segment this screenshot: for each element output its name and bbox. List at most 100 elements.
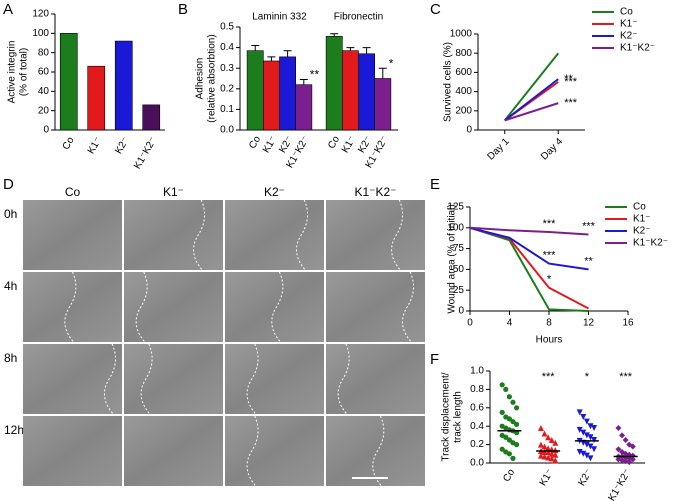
y-tick-label: 1000: [450, 29, 473, 40]
x-tick-label: K1⁻K2⁻: [132, 135, 159, 171]
wound-edge: [402, 271, 414, 343]
point: [548, 455, 555, 462]
micrograph: [326, 272, 425, 342]
micrograph: [326, 416, 425, 486]
legend-label: K1⁻K2⁻: [620, 43, 655, 54]
significance: ***: [564, 76, 578, 88]
point: [537, 452, 544, 459]
point: [583, 418, 590, 425]
significance: **: [564, 73, 573, 85]
series-line: [469, 226, 589, 236]
point: [545, 434, 552, 441]
wound-edge: [296, 199, 309, 271]
micrograph: [23, 272, 122, 342]
bar: [358, 53, 375, 131]
micrograph: [124, 416, 223, 486]
point: [615, 446, 622, 453]
point: [576, 448, 583, 455]
y-tick-label: 75: [453, 243, 465, 254]
point: [537, 425, 544, 432]
x-tick-label: Day 1: [485, 136, 512, 163]
point: [545, 448, 552, 455]
micrograph: [225, 344, 324, 414]
wound-edge: [372, 415, 385, 487]
y-tick-label: 80: [38, 47, 50, 58]
group-title: Fibronectin: [334, 12, 383, 23]
point: [513, 442, 520, 448]
significance: ***: [543, 218, 557, 230]
point: [545, 445, 552, 452]
x-tick-label: K1⁻: [86, 135, 104, 156]
point: [510, 455, 516, 461]
point: [499, 409, 505, 415]
point: [622, 437, 629, 443]
bar: [59, 33, 78, 131]
y-tick-label: 0.6: [470, 402, 484, 413]
point: [506, 437, 512, 443]
point: [503, 434, 509, 440]
y-tick-label: 0.4: [220, 42, 234, 53]
y-tick-label: 400: [455, 86, 472, 97]
micrograph: [23, 344, 122, 414]
point: [591, 425, 598, 432]
micrograph: [124, 200, 223, 270]
x-tick-label: 8: [546, 318, 552, 329]
y-tick-label: 200: [455, 105, 472, 116]
point: [513, 405, 520, 411]
point: [629, 456, 636, 463]
y-tick-label: 0.2: [220, 83, 234, 94]
significance: ***: [619, 371, 633, 383]
y-tick-label: 1.0: [470, 366, 484, 377]
significance: *: [389, 56, 394, 70]
legend-label: Co: [620, 7, 633, 18]
row-label: 4h: [4, 279, 17, 293]
significance: **: [310, 68, 320, 82]
y-tick-label: 125: [447, 202, 464, 213]
point: [537, 441, 544, 448]
point: [541, 453, 548, 460]
y-tick-label: 0.4: [470, 421, 484, 432]
significance: *: [547, 274, 552, 286]
point: [510, 399, 516, 405]
series-line: [504, 78, 559, 122]
series-line: [503, 52, 560, 122]
bar: [142, 104, 161, 131]
y-tick-label: 0.1: [220, 104, 234, 115]
point: [583, 452, 590, 459]
significance: ***: [564, 97, 578, 109]
point: [591, 437, 598, 443]
wound-edge: [246, 415, 259, 487]
bar: [342, 50, 359, 131]
micrograph: [23, 416, 122, 486]
point: [545, 454, 552, 461]
y-axis-label: Survived cells (%): [443, 42, 454, 122]
wound-edge: [193, 199, 206, 271]
bar: [325, 35, 343, 131]
legend-label: K1⁻K2⁻: [633, 238, 668, 249]
row-label: 8h: [4, 351, 17, 365]
x-tick-label: K2⁻: [113, 135, 131, 156]
point: [552, 439, 559, 446]
error-bar: [299, 79, 308, 85]
point: [615, 425, 622, 432]
point: [576, 426, 583, 433]
point: [548, 437, 555, 443]
error-bar: [362, 47, 371, 54]
bar: [279, 56, 296, 131]
significance: *: [585, 371, 590, 383]
significance: ***: [543, 249, 557, 261]
panel-label: B: [178, 1, 188, 18]
point: [587, 443, 594, 450]
wound-edge: [337, 343, 350, 415]
x-tick-label: 0: [467, 318, 473, 329]
point: [629, 443, 636, 450]
y-axis-label: (% of total): [19, 48, 30, 96]
wound-edge: [135, 271, 148, 343]
x-tick-label: 4: [507, 318, 513, 329]
point: [583, 432, 590, 439]
wound-edge: [271, 271, 284, 343]
x-axis-label: Hours: [536, 335, 563, 346]
error-bar: [330, 33, 339, 37]
significance: ***: [582, 220, 596, 232]
